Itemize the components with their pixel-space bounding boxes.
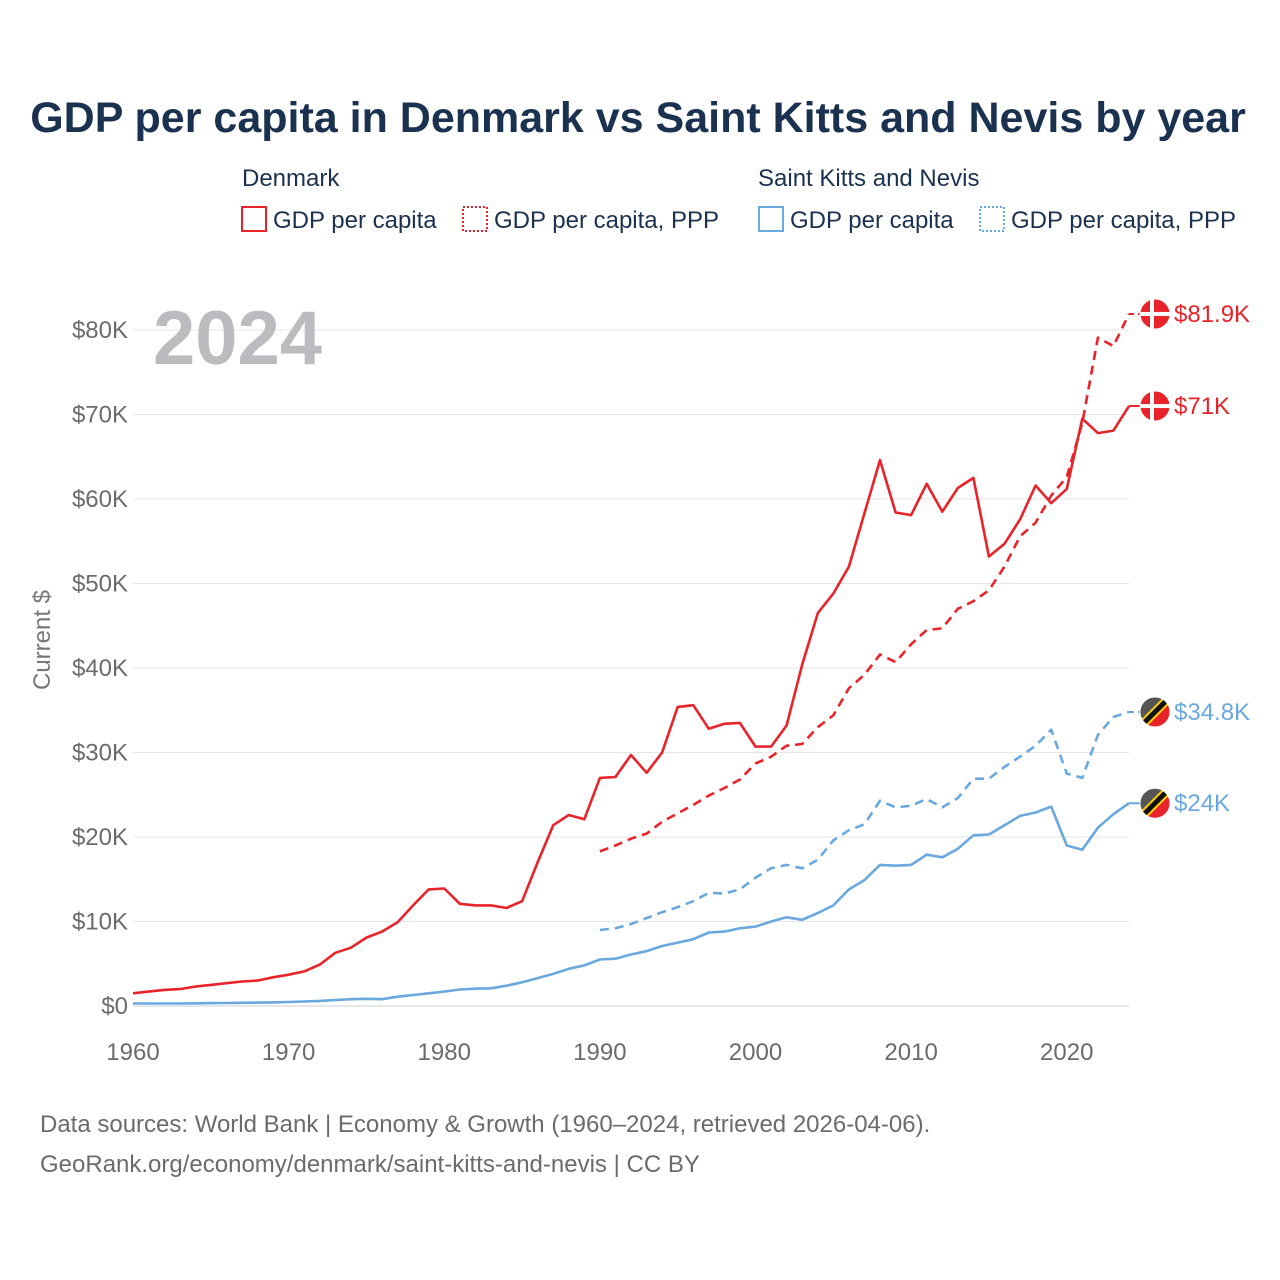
denmark-flag-icon bbox=[1139, 298, 1171, 330]
saint-kitts-flag-icon bbox=[1139, 787, 1171, 819]
y-tick-label: $50K bbox=[72, 571, 128, 598]
series-line-2 bbox=[133, 802, 1130, 1005]
series-line-3 bbox=[599, 710, 1130, 932]
legend-label-skn-gdp: GDP per capita bbox=[790, 207, 954, 234]
series-line-0 bbox=[132, 405, 1131, 995]
legend-swatch-skn-ppp bbox=[979, 206, 1005, 232]
y-axis-ticks: $0 $10K $20K $30K $40K $50K $60K $70K $80K bbox=[72, 317, 128, 1020]
legend-group-denmark: Denmark bbox=[242, 165, 340, 192]
y-axis-label: Current $ bbox=[29, 590, 56, 690]
y-tick-label: $80K bbox=[72, 317, 128, 344]
x-tick-label: 1990 bbox=[573, 1039, 626, 1066]
legend-group-saint-kitts: Saint Kitts and Nevis bbox=[758, 165, 979, 192]
x-tick-label: 1980 bbox=[418, 1039, 471, 1066]
saint-kitts-flag-icon bbox=[1139, 696, 1171, 728]
x-tick-label: 1970 bbox=[262, 1039, 315, 1066]
legend-label-denmark-ppp: GDP per capita, PPP bbox=[494, 207, 719, 234]
x-axis-ticks: 1960 1970 1980 1990 2000 2010 2020 bbox=[106, 1039, 1093, 1066]
y-tick-label: $0 bbox=[101, 993, 128, 1020]
legend-swatch-denmark-gdp bbox=[241, 206, 267, 232]
legend-label-denmark-gdp: GDP per capita bbox=[273, 207, 437, 234]
year-display: 2024 bbox=[153, 296, 322, 381]
y-tick-label: $30K bbox=[72, 740, 128, 767]
x-tick-label: 2010 bbox=[884, 1039, 937, 1066]
y-tick-label: $40K bbox=[72, 655, 128, 682]
y-tick-label: $70K bbox=[72, 402, 128, 429]
chart-title: GDP per capita in Denmark vs Saint Kitts… bbox=[30, 94, 1246, 142]
legend-swatch-skn-gdp bbox=[758, 206, 784, 232]
end-value-label: $81.9K bbox=[1174, 301, 1250, 328]
x-tick-label: 2000 bbox=[729, 1039, 782, 1066]
x-tick-label: 2020 bbox=[1040, 1039, 1093, 1066]
end-value-label: $34.8K bbox=[1174, 699, 1250, 726]
series-lines bbox=[132, 313, 1131, 1005]
legend: Denmark GDP per capita GDP per capita, P… bbox=[241, 165, 1236, 234]
y-tick-label: $60K bbox=[72, 486, 128, 513]
end-value-label: $24K bbox=[1174, 790, 1230, 817]
x-tick-label: 1960 bbox=[106, 1039, 159, 1066]
legend-label-skn-ppp: GDP per capita, PPP bbox=[1011, 207, 1236, 234]
legend-swatch-denmark-ppp bbox=[462, 206, 488, 232]
series-line-1 bbox=[599, 313, 1131, 853]
grid-lines bbox=[133, 329, 1129, 1007]
y-tick-label: $20K bbox=[72, 824, 128, 851]
source-line-2: GeoRank.org/economy/denmark/saint-kitts-… bbox=[40, 1151, 700, 1178]
end-value-label: $71K bbox=[1174, 393, 1230, 420]
end-labels: $71K $81.9K $24K $34.8K bbox=[1129, 298, 1250, 819]
y-tick-label: $10K bbox=[72, 909, 128, 936]
denmark-flag-icon bbox=[1139, 390, 1171, 422]
source-line-1: Data sources: World Bank | Economy & Gro… bbox=[40, 1111, 930, 1138]
